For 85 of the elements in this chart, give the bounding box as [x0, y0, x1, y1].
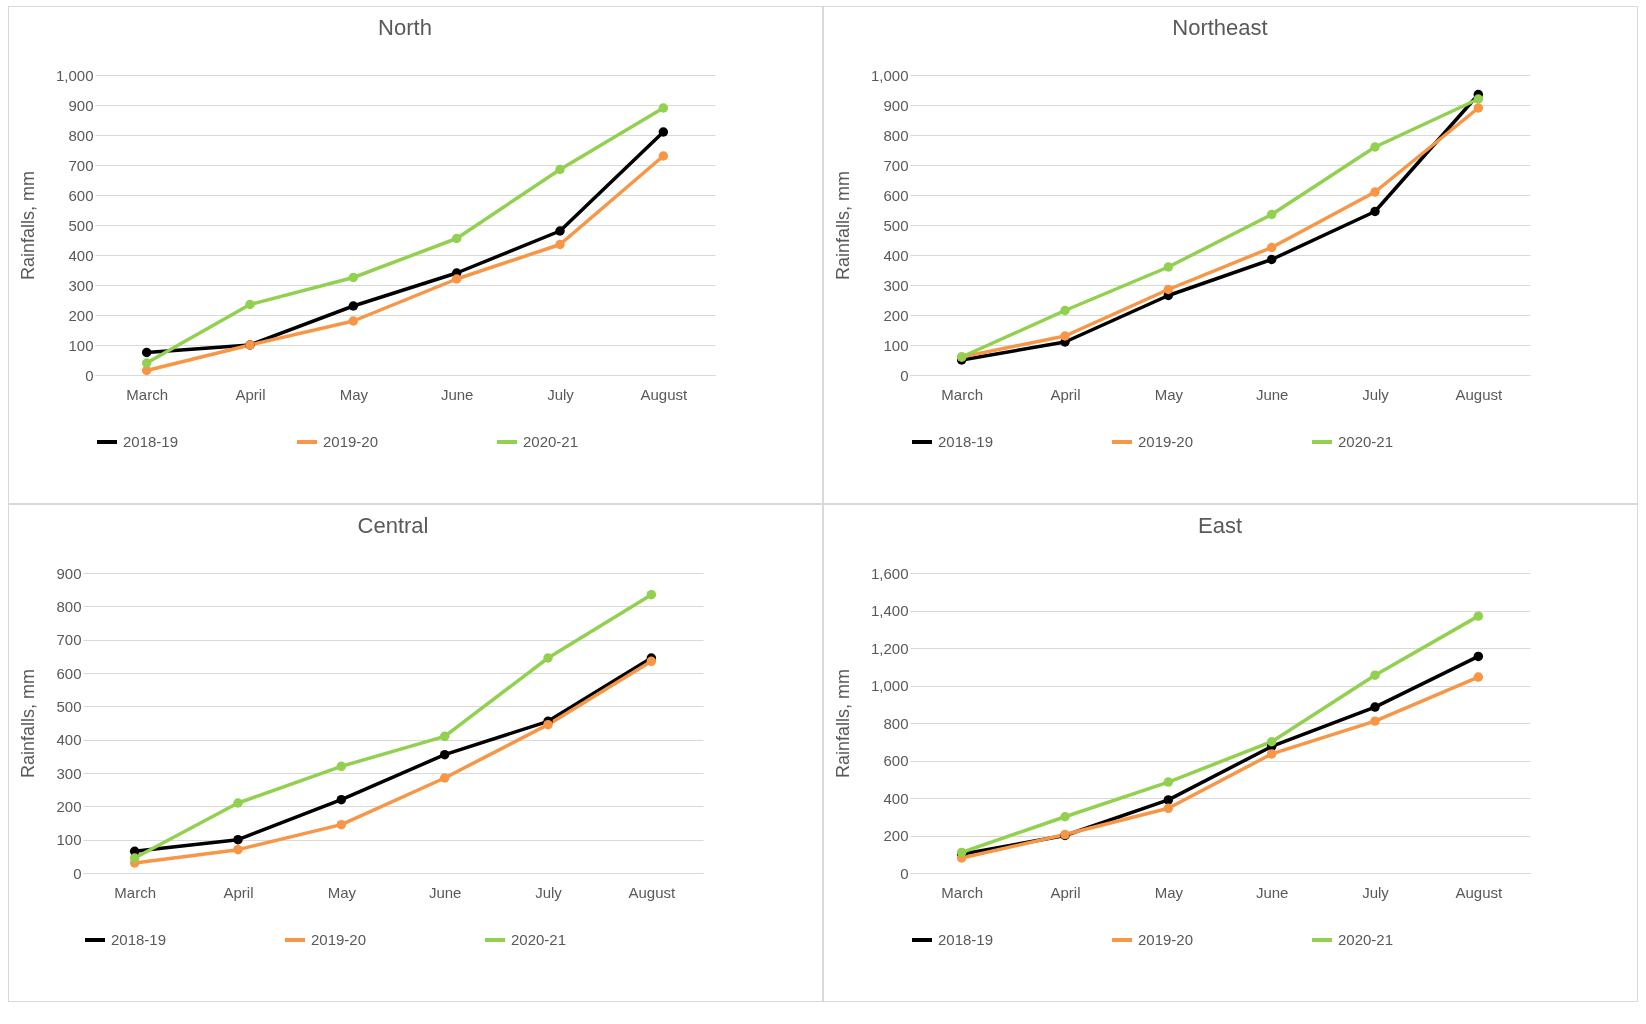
legend-label: 2018-19 — [938, 433, 994, 450]
x-tick-label: April — [1050, 385, 1081, 403]
legend-label: 2018-19 — [123, 433, 179, 450]
y-tick-label: 1,200 — [870, 639, 909, 657]
legend-label: 2020-21 — [523, 433, 579, 450]
y-tick-label: 600 — [56, 664, 82, 682]
y-tick-label: 500 — [883, 216, 909, 234]
y-tick-label: 0 — [900, 864, 909, 882]
y-tick-label: 800 — [68, 126, 94, 144]
y-tick-label: 200 — [883, 827, 909, 844]
y-tick-label: 800 — [56, 597, 82, 615]
legend-label: 2019-20 — [323, 433, 379, 450]
x-tick-label: April — [235, 385, 266, 403]
y-tick-label: 1,000 — [870, 677, 909, 694]
y-axis-title: Rainfalls, mm — [18, 668, 39, 779]
y-tick-label: 1,000 — [870, 66, 909, 84]
chart-title: Central — [357, 513, 429, 538]
x-tick-label: April — [223, 883, 254, 901]
y-axis-title: Rainfalls, mm — [832, 668, 853, 779]
x-tick-label: March — [941, 385, 984, 403]
y-tick-label: 700 — [56, 631, 82, 649]
x-tick-label: August — [628, 883, 677, 901]
y-tick-label: 0 — [900, 366, 909, 384]
y-tick-label: 100 — [68, 336, 94, 354]
x-tick-label: July — [535, 883, 563, 901]
x-tick-label: August — [1455, 883, 1504, 901]
x-tick-label: May — [327, 883, 357, 901]
y-tick-label: 300 — [883, 276, 909, 294]
x-tick-label: June — [440, 385, 474, 403]
x-tick-label: May — [1154, 385, 1184, 403]
y-axis-title: Rainfalls, mm — [832, 170, 853, 281]
x-tick-label: March — [126, 385, 169, 403]
y-tick-label: 700 — [883, 156, 909, 174]
x-tick-label: March — [114, 883, 157, 901]
y-tick-label: 0 — [85, 366, 94, 384]
y-tick-label: 300 — [56, 764, 82, 782]
legend-label: 2019-20 — [311, 931, 367, 948]
x-tick-label: March — [941, 883, 984, 901]
y-tick-label: 900 — [883, 96, 909, 114]
y-tick-label: 100 — [56, 831, 82, 849]
y-tick-label: 400 — [883, 246, 909, 264]
y-tick-label: 100 — [883, 336, 909, 354]
y-tick-label: 400 — [56, 731, 82, 749]
x-tick-label: June — [1255, 883, 1289, 901]
legend-label: 2019-20 — [1138, 433, 1194, 450]
x-tick-label: May — [339, 385, 369, 403]
y-tick-label: 200 — [68, 306, 94, 324]
x-tick-label: August — [640, 385, 689, 403]
y-tick-label: 400 — [68, 246, 94, 264]
y-tick-label: 500 — [56, 697, 82, 715]
legend-label: 2018-19 — [938, 931, 994, 948]
y-tick-label: 400 — [883, 789, 909, 807]
legend-label: 2020-21 — [511, 931, 567, 948]
x-tick-label: July — [547, 385, 575, 403]
x-tick-label: June — [1255, 385, 1289, 403]
legend-label: 2019-20 — [1138, 931, 1194, 948]
y-tick-label: 300 — [68, 276, 94, 294]
y-tick-label: 800 — [883, 714, 909, 732]
legend-label: 2018-19 — [111, 931, 167, 948]
y-tick-label: 200 — [883, 306, 909, 324]
x-tick-label: July — [1362, 883, 1390, 901]
y-tick-label: 900 — [56, 564, 82, 582]
y-tick-label: 600 — [883, 186, 909, 204]
chart-title: North — [378, 15, 432, 40]
y-axis-title: Rainfalls, mm — [17, 170, 38, 281]
x-tick-label: July — [1362, 385, 1390, 403]
y-tick-label: 900 — [68, 96, 94, 114]
y-tick-label: 200 — [56, 797, 82, 815]
y-tick-label: 0 — [73, 864, 82, 882]
y-tick-label: 1,000 — [55, 66, 94, 84]
y-tick-label: 500 — [68, 216, 94, 234]
y-tick-label: 600 — [68, 186, 94, 204]
x-tick-label: August — [1455, 385, 1504, 403]
legend-label: 2020-21 — [1338, 433, 1394, 450]
y-tick-label: 1,400 — [870, 602, 909, 619]
y-tick-label: 1,600 — [870, 564, 909, 582]
x-tick-label: June — [428, 883, 462, 901]
chart-title: East — [1197, 513, 1243, 538]
legend-label: 2020-21 — [1338, 931, 1394, 948]
y-tick-label: 600 — [883, 752, 909, 769]
x-tick-label: May — [1154, 883, 1184, 901]
x-tick-label: April — [1050, 883, 1081, 901]
y-tick-label: 700 — [68, 156, 94, 174]
y-tick-label: 800 — [883, 126, 909, 144]
chart-title: Northeast — [1172, 15, 1268, 40]
